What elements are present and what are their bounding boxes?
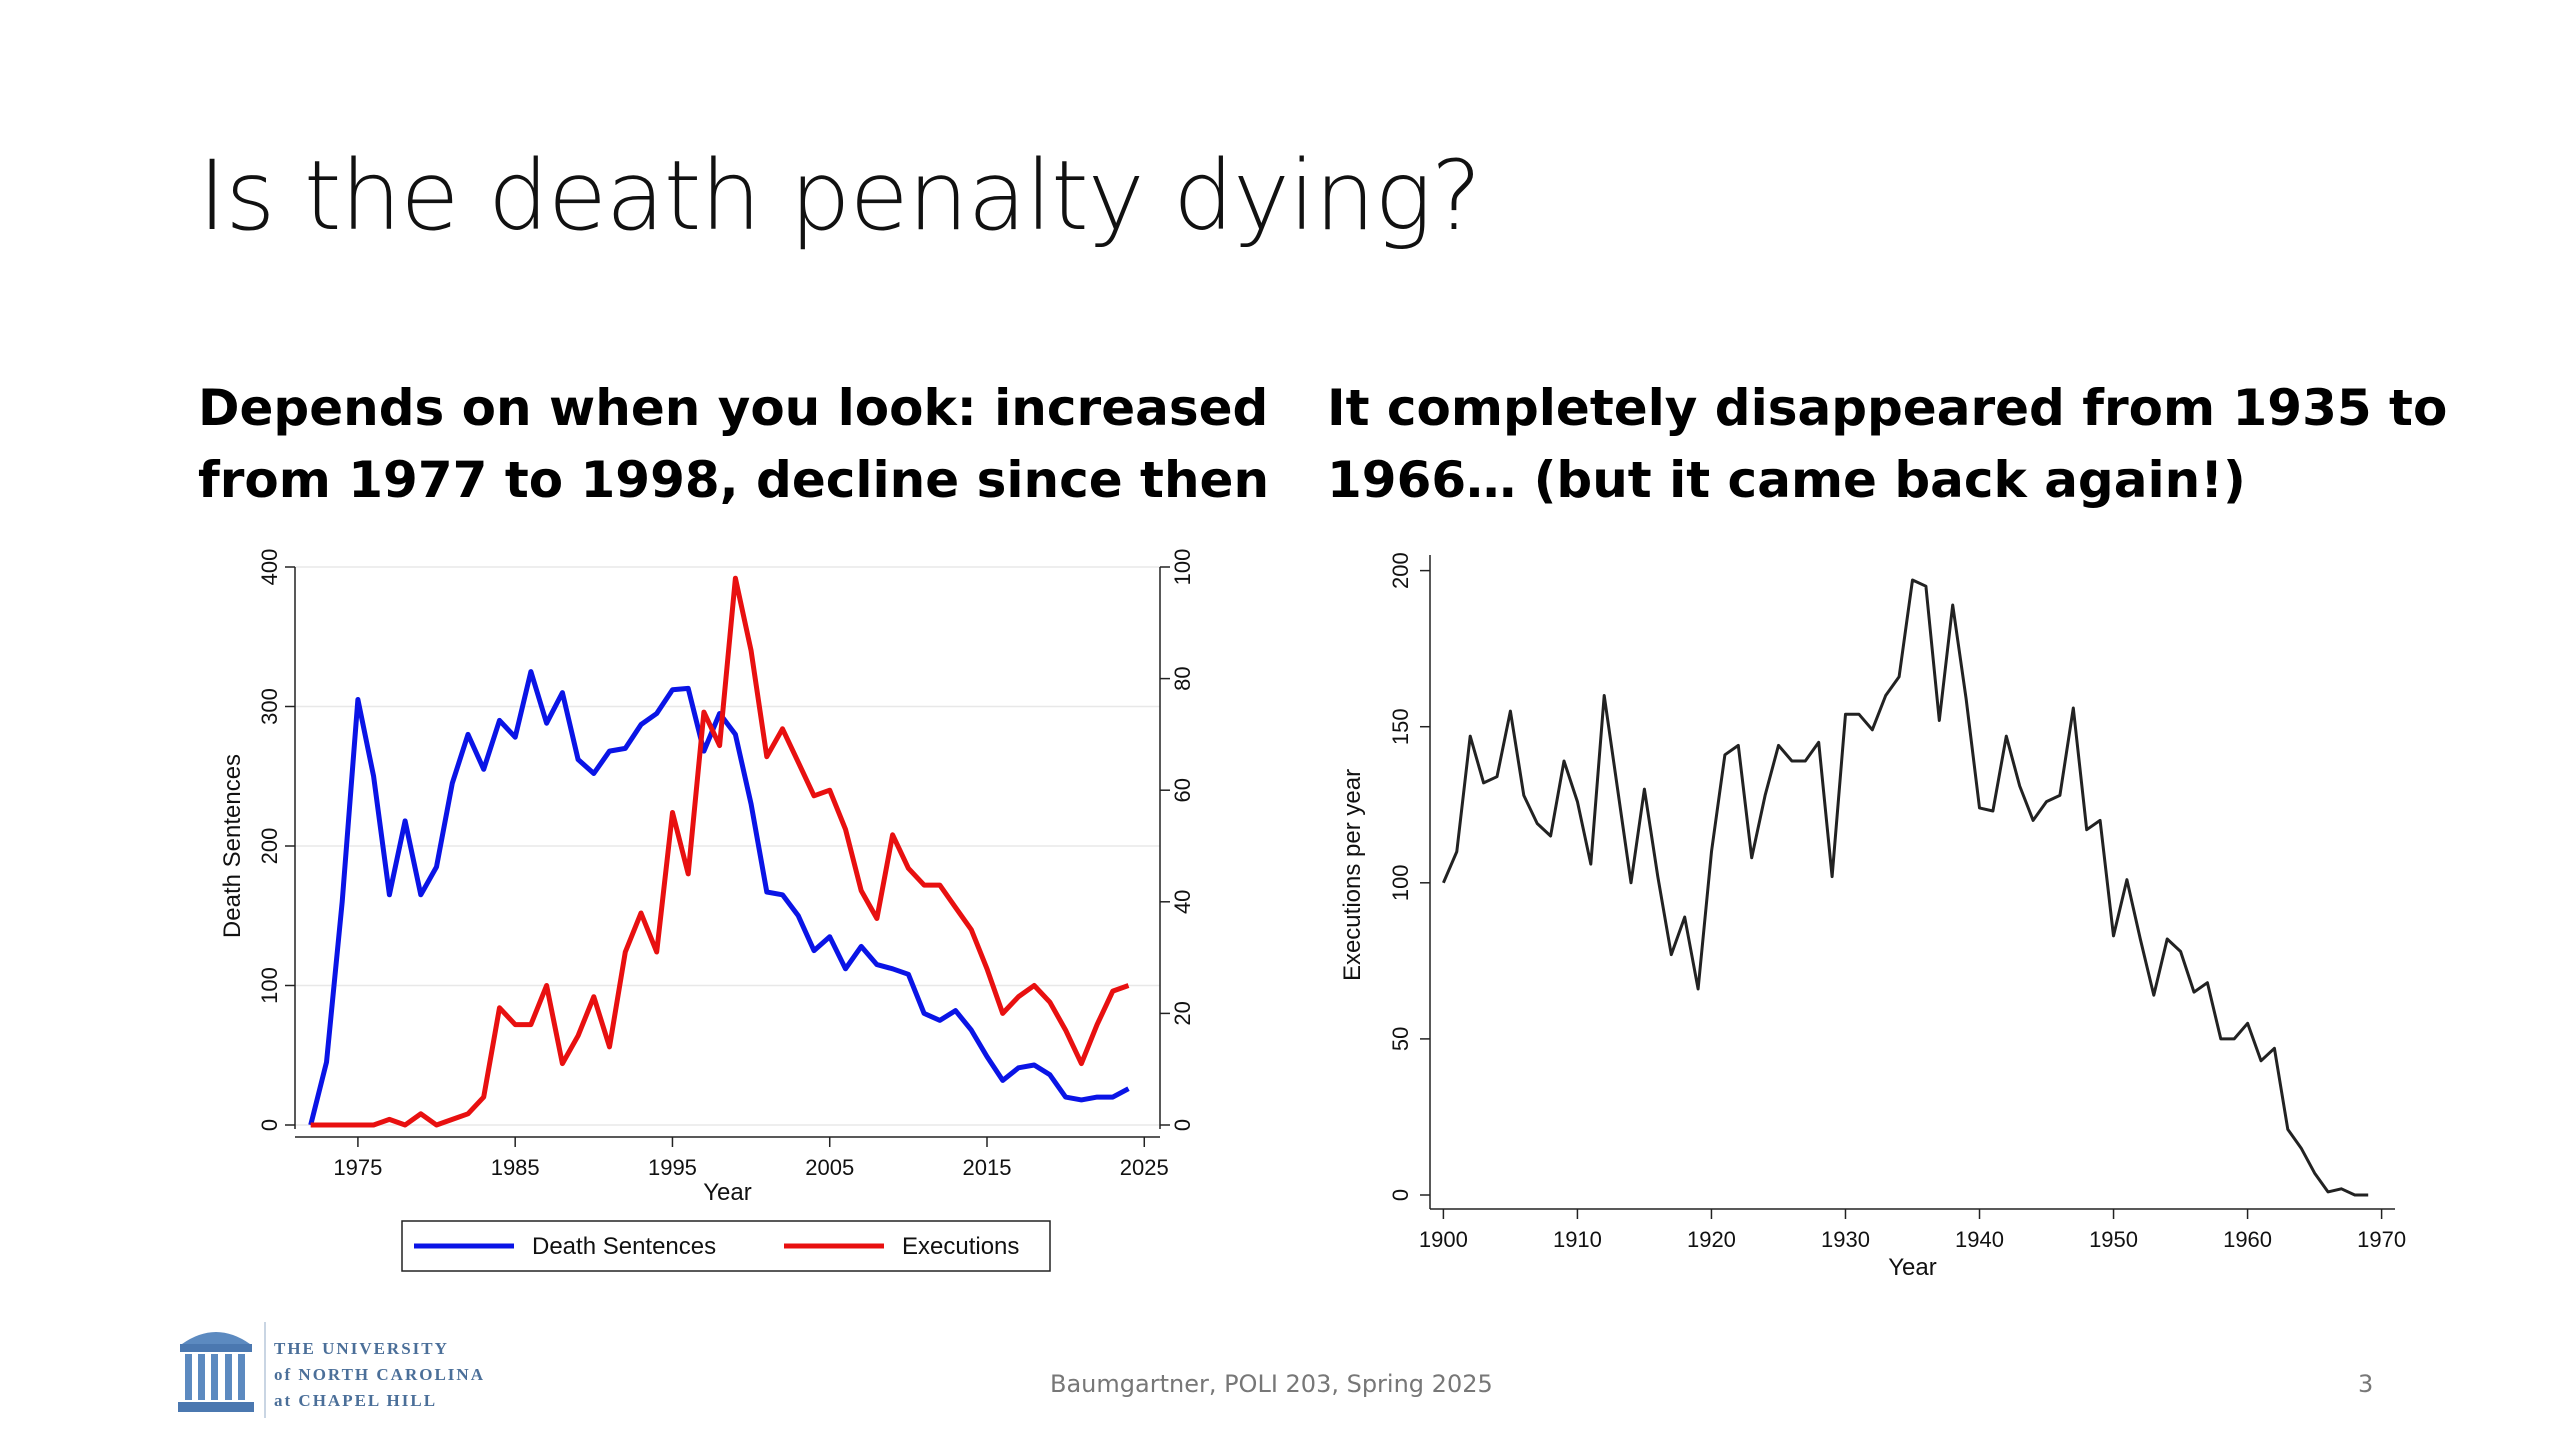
old-well-icon bbox=[178, 1332, 254, 1412]
series-line-executions-per-year bbox=[1442, 578, 2369, 1197]
legend-label: Executions bbox=[902, 1233, 1019, 1260]
left-column-heading: Depends on when you look: increased from… bbox=[198, 372, 1269, 516]
y-tick-label: 200 bbox=[1388, 552, 1413, 589]
right-heading-line-2: 1966… (but it came back again!) bbox=[1327, 451, 2246, 509]
logo-line-3: at CHAPEL HILL bbox=[274, 1391, 438, 1410]
y-tick-label: 100 bbox=[257, 967, 282, 1004]
y-tick-label: 0 bbox=[1388, 1189, 1413, 1201]
left-heading-line-1: Depends on when you look: increased bbox=[198, 379, 1269, 437]
right-heading-line-1: It completely disappeared from 1935 to bbox=[1327, 379, 2448, 437]
y2-tick-label: 40 bbox=[1170, 890, 1195, 914]
y-tick-label: 0 bbox=[257, 1119, 282, 1131]
y-tick-label: 200 bbox=[257, 828, 282, 865]
x-tick-label: 2005 bbox=[805, 1155, 854, 1180]
y2-tick-label: 0 bbox=[1170, 1119, 1195, 1131]
y-axis-title: Executions per year bbox=[1339, 769, 1366, 981]
chart-background bbox=[1325, 535, 2415, 1310]
y2-tick-label: 20 bbox=[1170, 1001, 1195, 1025]
x-tick-label: 1975 bbox=[333, 1155, 382, 1180]
x-tick-label: 1995 bbox=[648, 1155, 697, 1180]
executions-per-year-chart: 0 50 100 150 200 1900 1910 1920 1930 1940 1950 1960… bbox=[1325, 535, 2415, 1310]
y-tick-label: 300 bbox=[257, 688, 282, 725]
series-line-executions bbox=[310, 575, 1130, 1128]
y-tick-label: 150 bbox=[1388, 708, 1413, 745]
y-tick-label: 400 bbox=[257, 549, 282, 586]
x-tick-label: 1970 bbox=[2357, 1227, 2406, 1252]
y2-tick-label: 80 bbox=[1170, 666, 1195, 690]
page-number: 3 bbox=[2358, 1370, 2374, 1398]
logo-line-1: THE UNIVERSITY bbox=[274, 1339, 449, 1358]
x-tick-label: 2025 bbox=[1120, 1155, 1169, 1180]
logo-line-2: of NORTH CAROLINA bbox=[274, 1365, 485, 1384]
x-tick-label: 1930 bbox=[1821, 1227, 1870, 1252]
unc-logo: THE UNIVERSITY of NORTH CAROLINA at CHAP… bbox=[176, 1322, 556, 1422]
slide-title: Is the death penalty dying? bbox=[198, 140, 1482, 252]
x-tick-label: 1910 bbox=[1553, 1227, 1602, 1252]
legend-label: Death Sentences bbox=[532, 1233, 716, 1260]
x-tick-label: 1900 bbox=[1419, 1227, 1468, 1252]
x-tick-label: 1985 bbox=[491, 1155, 540, 1180]
y2-tick-label: 100 bbox=[1170, 549, 1195, 586]
x-tick-label: 2015 bbox=[963, 1155, 1012, 1180]
x-tick-label: 1960 bbox=[2223, 1227, 2272, 1252]
y2-tick-label: 60 bbox=[1170, 778, 1195, 802]
right-column-heading: It completely disappeared from 1935 to 1… bbox=[1327, 372, 2447, 516]
y-tick-label: 50 bbox=[1388, 1027, 1413, 1051]
footer-citation: Baumgartner, POLI 203, Spring 2025 bbox=[1050, 1370, 1493, 1398]
x-tick-label: 1950 bbox=[2089, 1227, 2138, 1252]
x-axis-title: Year bbox=[703, 1179, 752, 1206]
y-tick-label: 100 bbox=[1388, 864, 1413, 901]
logo-divider bbox=[264, 1322, 266, 1418]
x-tick-label: 1940 bbox=[1955, 1227, 2004, 1252]
death-sentences-executions-chart: 0 100 200 300 400 0 20 40 60 80 100 1975 1985 1995 200… bbox=[219, 549, 1195, 1272]
x-tick-label: 1920 bbox=[1687, 1227, 1736, 1252]
series-line-death-sentences bbox=[308, 669, 1130, 1126]
left-heading-line-2: from 1977 to 1998, decline since then bbox=[198, 451, 1270, 509]
logo-wordmark: THE UNIVERSITY of NORTH CAROLINA at CHAP… bbox=[274, 1336, 485, 1414]
x-axis-title: Year bbox=[1888, 1254, 1937, 1281]
y-axis-title: Death Sentences bbox=[219, 754, 246, 938]
